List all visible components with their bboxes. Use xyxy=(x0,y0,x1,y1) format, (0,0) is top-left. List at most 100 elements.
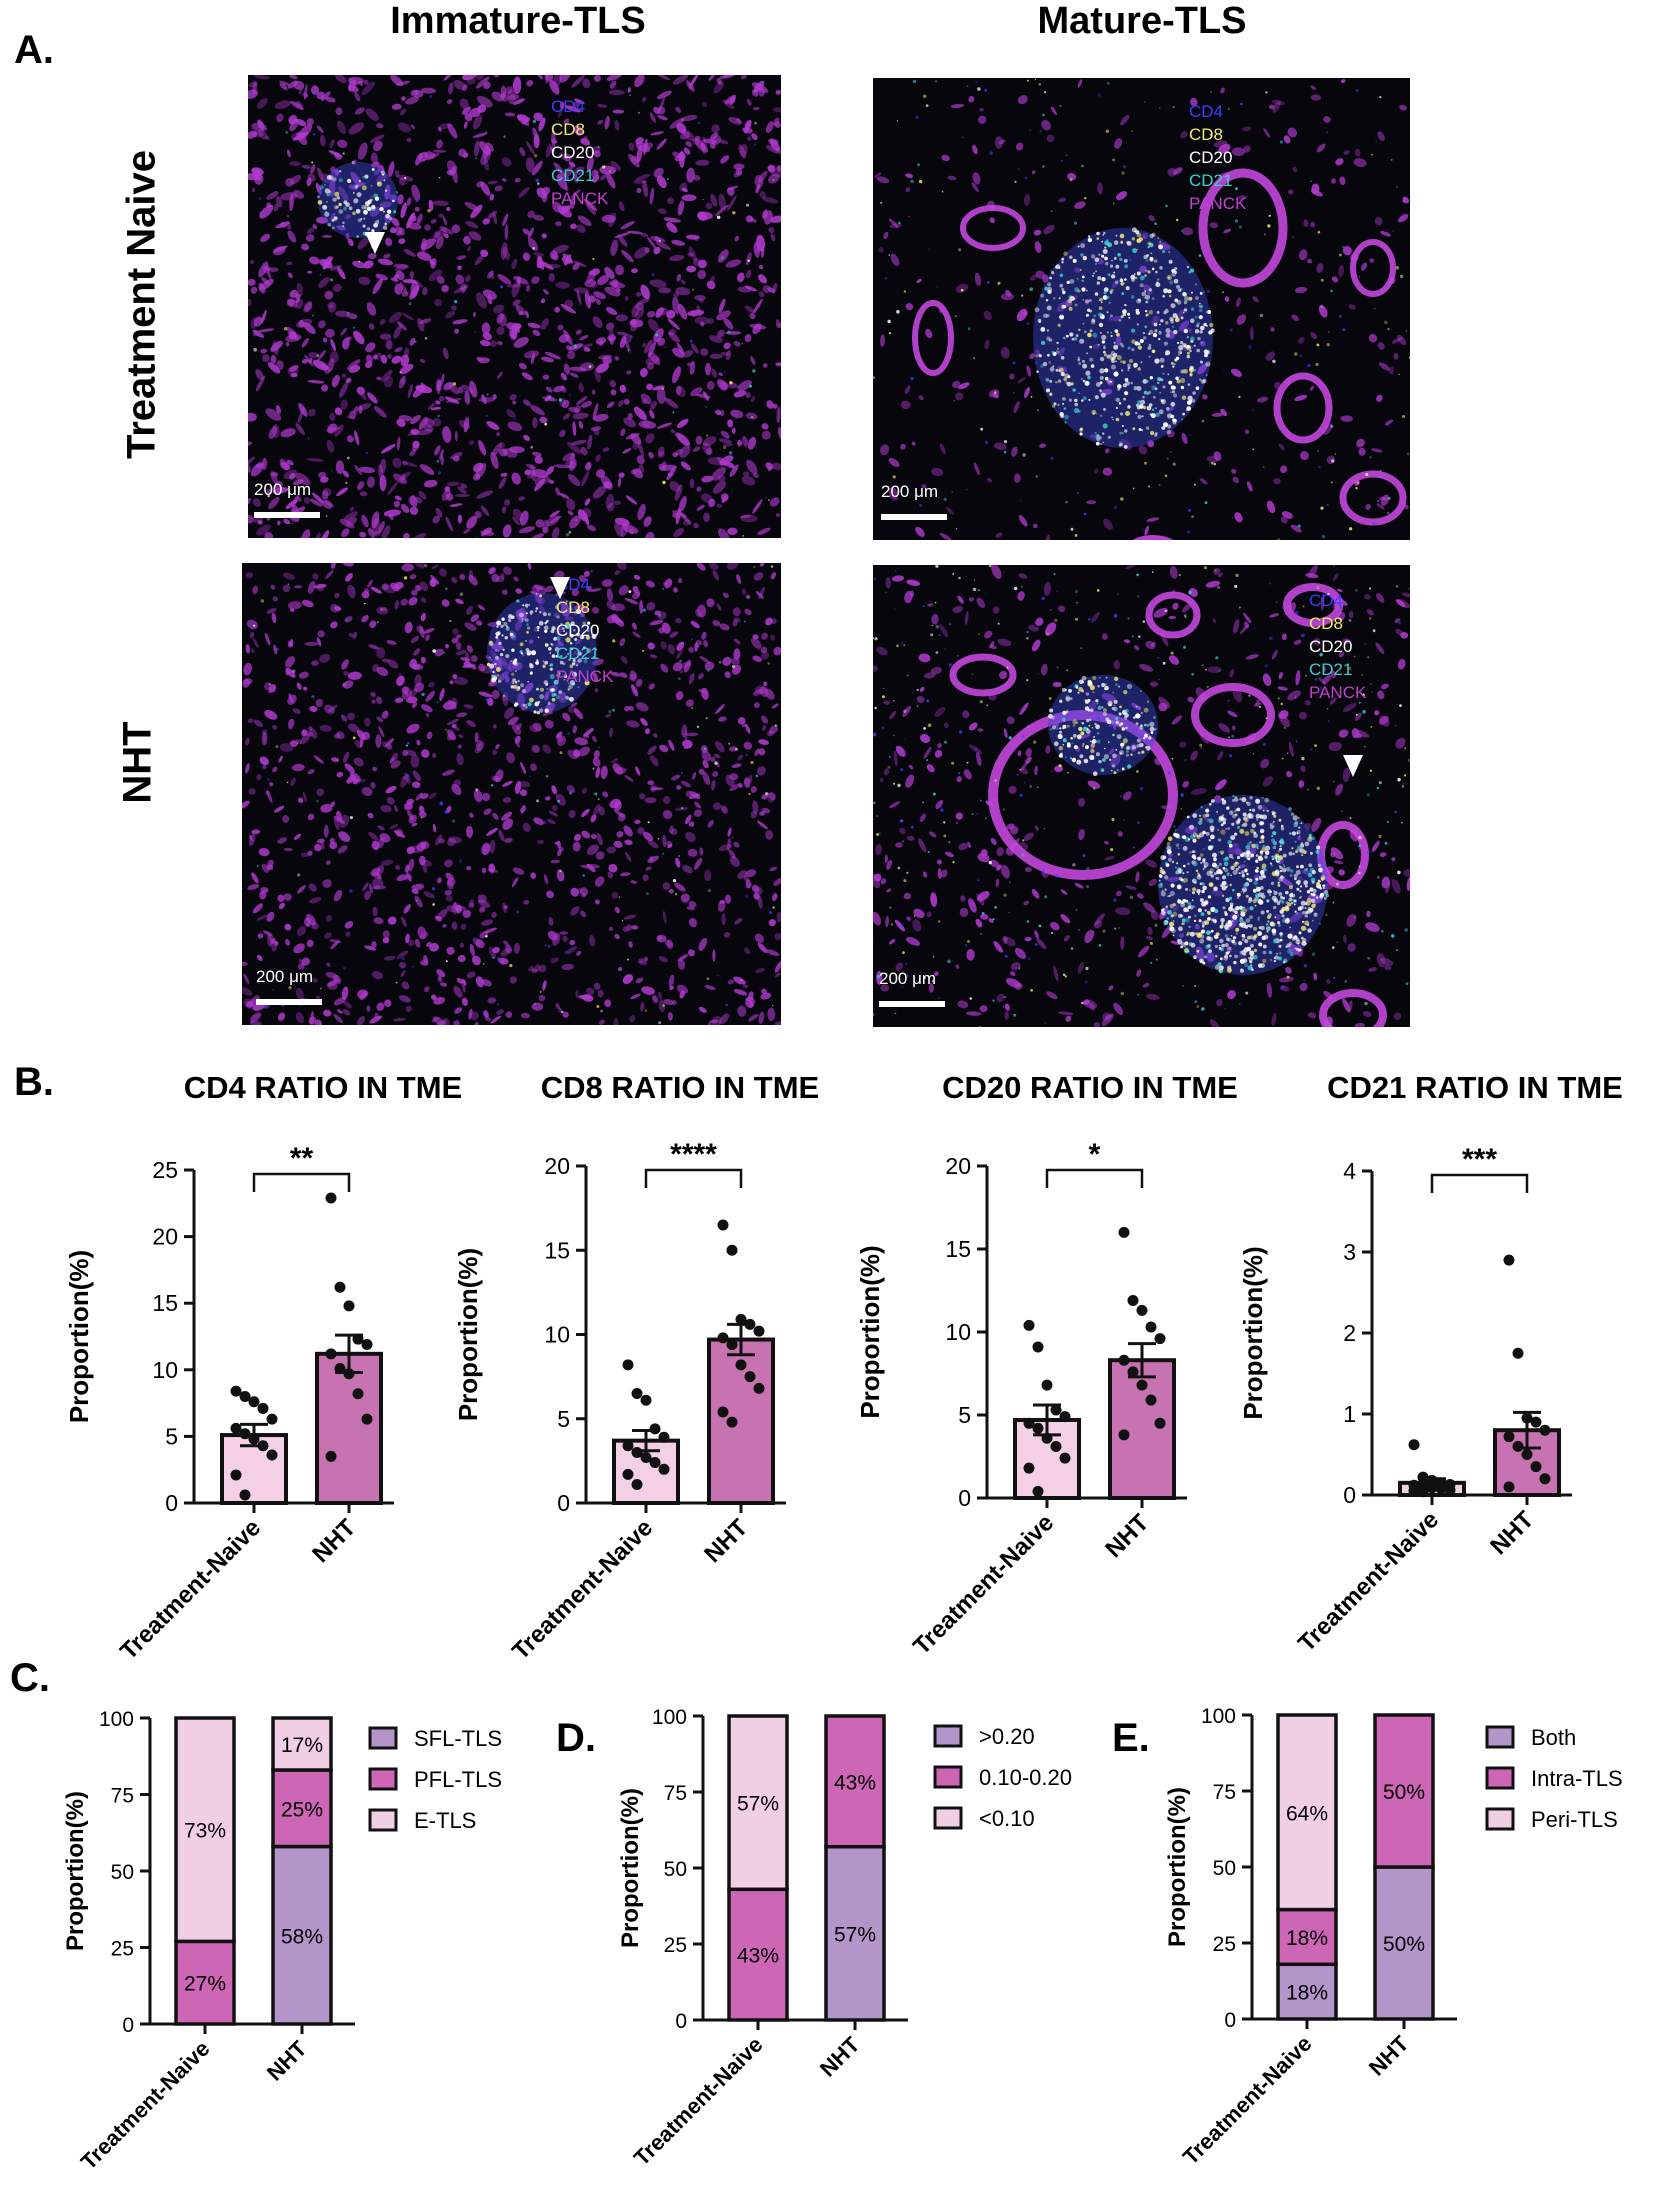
channel-legend-item: CD21 xyxy=(1309,660,1353,679)
y-tick-label: 5 xyxy=(958,1402,971,1428)
y-tick-label: 4 xyxy=(1343,1158,1356,1184)
y-tick-label: 50 xyxy=(1213,1857,1236,1880)
data-point xyxy=(726,1244,738,1256)
y-axis-label: Proportion(%) xyxy=(617,1788,644,1948)
x-tick-label: NHT xyxy=(699,1514,753,1568)
channel-legend-item: CD20 xyxy=(556,621,600,640)
legend-label: E-TLS xyxy=(414,1808,476,1833)
data-point xyxy=(325,1450,337,1462)
data-point xyxy=(1050,1441,1062,1453)
data-point xyxy=(1145,1321,1157,1333)
data-point xyxy=(1023,1462,1035,1474)
data-point xyxy=(343,1368,355,1380)
significance-stars: ** xyxy=(290,1142,314,1175)
y-axis-label: Proportion(%) xyxy=(855,1245,885,1418)
data-point xyxy=(325,1192,337,1204)
chart-c: Proportion(%) 27% 73% Treatment-Naive 58% 25%… xyxy=(62,1708,502,2175)
scale-bar xyxy=(256,999,322,1005)
data-point xyxy=(717,1332,729,1344)
chart-d: Proportion(%) 43% 57% Treatment-Naive 57% 43%… xyxy=(617,1706,1072,2171)
channel-legend-item: CD20 xyxy=(1189,148,1233,167)
data-point xyxy=(343,1300,355,1312)
arrowhead-marker xyxy=(1343,755,1363,777)
chart-title: CD4 RATIO IN TME xyxy=(184,1070,462,1105)
data-point xyxy=(248,1433,260,1445)
scale-bar xyxy=(881,514,947,520)
data-point xyxy=(640,1394,652,1406)
scale-bar-label: 200 μm xyxy=(254,480,312,499)
channel-legend-item: PANCK xyxy=(1189,194,1247,213)
x-tick-label: Treatment-Naive xyxy=(629,2032,768,2171)
y-tick-label: 100 xyxy=(99,1708,134,1731)
channel-legend-item: CD4 xyxy=(1309,591,1344,610)
data-point xyxy=(753,1325,765,1337)
y-axis-label: Proportion(%) xyxy=(1238,1246,1268,1419)
data-point xyxy=(735,1359,747,1371)
x-tick-label: Treatment-Naive xyxy=(76,2036,215,2175)
significance-bracket xyxy=(1430,1173,1529,1193)
stacked-segment xyxy=(174,1716,236,1944)
data-point xyxy=(230,1422,242,1434)
data-point xyxy=(1530,1416,1542,1428)
data-point xyxy=(1032,1485,1044,1497)
panel-letter-a: A. xyxy=(14,28,54,72)
channel-legend: CD4 CD8 CD20 CD21 PANCK xyxy=(1189,100,1246,215)
data-point xyxy=(1512,1347,1524,1359)
y-tick-label: 10 xyxy=(544,1322,570,1348)
data-point xyxy=(248,1396,260,1408)
data-point xyxy=(1539,1473,1551,1485)
data-point xyxy=(266,1413,278,1425)
stacked-segment xyxy=(727,1714,789,1892)
data-point xyxy=(239,1428,251,1440)
data-point xyxy=(1118,1354,1130,1366)
data-point xyxy=(1503,1431,1515,1443)
data-point xyxy=(1032,1341,1044,1353)
data-point xyxy=(230,1469,242,1481)
segment-label: 25% xyxy=(281,1798,323,1821)
scale-bar xyxy=(879,1001,945,1007)
data-point xyxy=(1530,1461,1542,1473)
chart-cd4: CD4 RATIO IN TME Proportion(%) 0 5 10 15 20 25 T… xyxy=(64,1070,462,1665)
channel-legend-item: PANCK xyxy=(1309,683,1367,702)
y-tick-label: 25 xyxy=(111,1938,134,1961)
chart-title: CD21 RATIO IN TME xyxy=(1327,1070,1623,1105)
data-point xyxy=(361,1413,373,1425)
y-tick-label: 100 xyxy=(652,1706,687,1729)
data-point xyxy=(1154,1417,1166,1429)
y-tick-label: 0 xyxy=(557,1490,570,1516)
channel-legend-item: CD20 xyxy=(551,143,595,162)
data-point xyxy=(257,1402,269,1414)
y-tick-label: 0 xyxy=(165,1490,178,1516)
legend-swatch xyxy=(368,1808,398,1832)
data-point xyxy=(1032,1422,1044,1434)
legend-label: >0.20 xyxy=(979,1724,1035,1749)
legend-swatch xyxy=(933,1806,963,1830)
stacked-segment xyxy=(1373,1713,1435,1869)
significance-stars: *** xyxy=(1462,1143,1497,1176)
segment-label: 43% xyxy=(834,1771,876,1794)
channel-legend: CD4 CD8 CD20 CD21 PANCK xyxy=(551,95,608,210)
segment-label: 50% xyxy=(1383,1933,1425,1956)
data-point xyxy=(649,1423,661,1435)
data-point xyxy=(257,1440,269,1452)
legend-swatch xyxy=(933,1765,963,1789)
data-point xyxy=(1503,1481,1515,1493)
segment-label: 18% xyxy=(1286,1927,1328,1950)
data-point xyxy=(334,1281,346,1293)
y-tick-label: 20 xyxy=(945,1153,971,1179)
data-point xyxy=(1512,1440,1524,1452)
data-point xyxy=(325,1348,337,1360)
segment-label: 58% xyxy=(281,1925,323,1948)
segment-label: 57% xyxy=(737,1793,779,1816)
data-point xyxy=(640,1452,652,1464)
data-point xyxy=(631,1387,643,1399)
y-axis-label: Proportion(%) xyxy=(453,1248,483,1421)
chart-title: CD20 RATIO IN TME xyxy=(942,1070,1238,1105)
x-tick-label: NHT xyxy=(1485,1506,1539,1560)
data-point xyxy=(1059,1452,1071,1464)
y-tick-label: 15 xyxy=(544,1237,570,1263)
data-point xyxy=(744,1318,756,1330)
y-tick-label: 5 xyxy=(165,1423,178,1449)
data-point xyxy=(266,1449,278,1461)
significance-bracket xyxy=(644,1168,743,1188)
